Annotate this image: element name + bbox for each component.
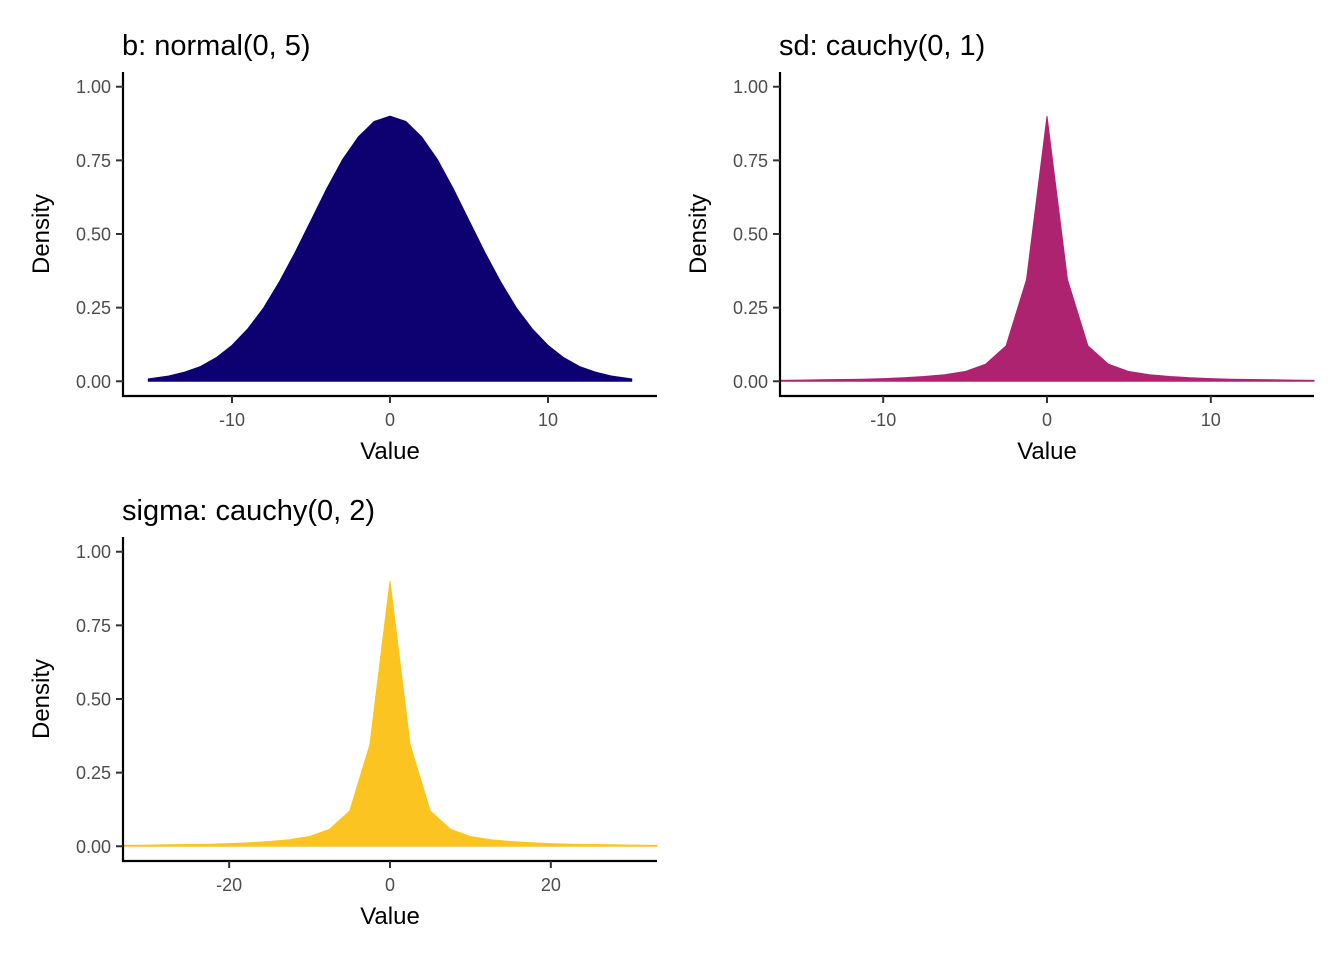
y-tick-label: 0.50 — [76, 225, 111, 245]
y-axis-title: Density — [685, 194, 712, 274]
y-tick-label: 0.25 — [76, 763, 111, 783]
y-tick-label: 0.75 — [76, 151, 111, 171]
density-area — [147, 115, 633, 382]
panel-title: sigma: cauchy(0, 2) — [122, 495, 375, 527]
x-axis-title: Value — [360, 438, 420, 465]
x-tick-label: 10 — [538, 410, 558, 430]
x-tick-label: 0 — [385, 410, 395, 430]
x-axis-title: Value — [360, 903, 420, 930]
density-area — [779, 116, 1315, 382]
density-area — [122, 581, 658, 847]
panel-sigma-cauchy: sigma: cauchy(0, 2) Value Density 0.00 0.… — [28, 495, 658, 930]
x-tick-label: -20 — [216, 875, 242, 895]
y-axis-title: Density — [28, 659, 55, 739]
y-tick-label: 1.00 — [733, 77, 768, 97]
x-tick-label: -10 — [870, 410, 896, 430]
y-tick-label: 1.00 — [76, 77, 111, 97]
panel-title: sd: cauchy(0, 1) — [779, 30, 985, 62]
x-tick-label: -10 — [219, 410, 245, 430]
x-tick-label: 0 — [385, 875, 395, 895]
x-tick-label: 10 — [1201, 410, 1221, 430]
y-axis-title: Density — [28, 194, 55, 274]
x-tick-label: 0 — [1042, 410, 1052, 430]
y-tick-label: 0.00 — [76, 837, 111, 857]
y-tick-label: 1.00 — [76, 542, 111, 562]
panel-sd-cauchy: sd: cauchy(0, 1) Value Density 0.00 0.25 0… — [685, 30, 1315, 465]
x-axis-title: Value — [1017, 438, 1077, 465]
y-tick-label: 0.75 — [76, 616, 111, 636]
y-tick-label: 0.50 — [76, 690, 111, 710]
y-tick-label: 0.00 — [733, 372, 768, 392]
y-tick-label: 0.25 — [76, 298, 111, 318]
panel-b-normal: b: normal(0, 5) Value Density 0.00 0.25 0.… — [28, 30, 657, 465]
y-tick-label: 0.50 — [733, 225, 768, 245]
x-tick-label: 20 — [541, 875, 561, 895]
y-tick-label: 0.75 — [733, 151, 768, 171]
panel-title: b: normal(0, 5) — [122, 30, 311, 62]
y-tick-label: 0.00 — [76, 372, 111, 392]
y-tick-label: 0.25 — [733, 298, 768, 318]
